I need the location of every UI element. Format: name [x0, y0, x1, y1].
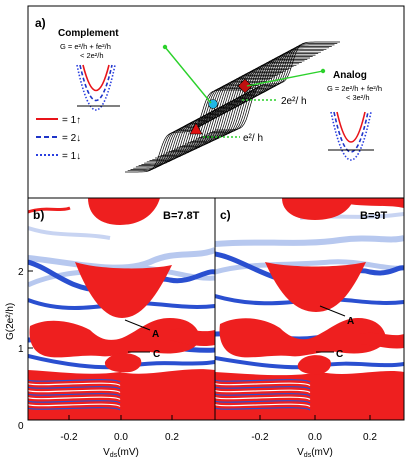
- panel-b-bottom-red: [28, 369, 215, 420]
- fringe-stripe: [215, 386, 311, 390]
- x-tick-c-neg: -0.2: [251, 432, 269, 443]
- x-axis-label-b: Vds(mV): [103, 447, 139, 459]
- panel-b-point-C: C: [153, 349, 160, 360]
- fringe-stripe: [28, 396, 121, 401]
- fringe-stripe: [215, 393, 311, 397]
- panel-c-C-blob: [297, 355, 331, 375]
- fringe-stripe: [28, 386, 121, 390]
- y-tick-1: 1: [18, 344, 24, 355]
- red-diamond-marker: [237, 78, 253, 94]
- x-tick-c-zero: 0.0: [308, 432, 322, 443]
- panel-c: c) B=9T A C: [214, 197, 405, 421]
- complement-pointer-dot: [162, 44, 168, 50]
- panel-c-label: c): [220, 208, 231, 222]
- panel-c-point-C: C: [336, 349, 343, 360]
- legend-text-down2: = 2↓: [62, 133, 81, 144]
- fringe-stripe: [215, 379, 311, 383]
- panel-c-upper-blob: [265, 262, 366, 312]
- analog-band-diagram: [328, 111, 374, 161]
- panel-b-top-blob: [88, 198, 160, 225]
- panel-c-top-blob: [282, 198, 354, 220]
- fringe-stripe: [215, 389, 311, 394]
- fringe-stripe: [28, 382, 121, 387]
- fringe-stripe: [215, 382, 311, 387]
- fringe-stripe: [28, 400, 121, 404]
- waterfall-trace: [209, 44, 335, 133]
- legend-text-down1: = 1↓: [62, 151, 81, 162]
- analog-bound: < 3e²/h: [346, 93, 370, 102]
- panel-b-stripes: [28, 379, 121, 411]
- panel-b-A-blob: [29, 318, 200, 358]
- panel-a-label: a): [35, 16, 46, 30]
- fringe-stripe: [28, 379, 121, 383]
- complement-bound: < 2e²/h: [80, 51, 104, 60]
- complement-band-diagram: [76, 64, 120, 111]
- complement-title: Complement: [58, 28, 119, 39]
- fringe-stripe: [28, 393, 121, 397]
- panel-c-point-A: A: [347, 316, 354, 327]
- x-tick-b-zero: 0.0: [114, 432, 128, 443]
- fringe-stripe: [28, 389, 121, 394]
- waterfall-trace: [193, 53, 319, 141]
- red-triangle-marker: [189, 122, 203, 135]
- y-tick-2: 2: [18, 267, 24, 278]
- panel-c-frame: [214, 197, 405, 421]
- analog-pointer-dot: [320, 68, 326, 74]
- fringe-stripe: [215, 396, 311, 401]
- x-axis-b: -0.2 0.0 0.2 Vds(mV): [60, 415, 179, 459]
- panel-a: a) Complement G = e²/h + fe²/h < 2e²/h =…: [27, 5, 405, 199]
- waterfall-trace: [201, 48, 327, 137]
- panel-b-label: b): [33, 208, 44, 222]
- panel-b-field: B=7.8T: [163, 210, 200, 222]
- x-axis-label-c: Vds(mV): [297, 447, 333, 459]
- x-axis-c: -0.2 0.0 0.2 Vds(mV): [251, 415, 377, 459]
- spin-legend: = 1↑ = 2↓ = 1↓: [36, 115, 81, 162]
- waterfall-trace: [195, 51, 321, 140]
- x-tick-b-neg: -0.2: [60, 432, 78, 443]
- panel-b: b) B=7.8T A C: [27, 197, 216, 421]
- y-axis-label: G(2e²/h): [5, 303, 16, 340]
- plateau-2-label: 2e²/ h: [281, 96, 307, 107]
- panel-b-upper-blob: [75, 262, 172, 318]
- fringe-stripe: [215, 403, 311, 408]
- fringe-stripe: [28, 407, 121, 411]
- fringe-stripe: [215, 407, 311, 411]
- complement-equation: G = e²/h + fe²/h: [60, 42, 111, 51]
- fringe-stripe: [28, 403, 121, 408]
- analog-pointer: [246, 70, 324, 87]
- panel-c-stripes: [215, 379, 311, 411]
- x-tick-c-pos: 0.2: [363, 432, 377, 443]
- analog-equation: G = 2e²/h + fe²/h: [327, 84, 382, 93]
- complement-pointer: [164, 46, 212, 104]
- waterfall-trace: [206, 46, 332, 135]
- legend-text-up1: = 1↑: [62, 115, 81, 126]
- y-axis: G(2e²/h) 2 1 0: [5, 267, 33, 432]
- panel-c-A-blob: [219, 318, 386, 358]
- fringe-stripe: [215, 400, 311, 404]
- panel-c-field: B=9T: [360, 210, 387, 222]
- panel-b-C-blob: [104, 353, 142, 373]
- x-tick-b-pos: 0.2: [165, 432, 179, 443]
- panel-b-point-A: A: [152, 329, 159, 340]
- analog-title: Analog: [333, 70, 367, 81]
- y-tick-0: 0: [18, 421, 24, 432]
- plateau-1-label: e²/ h: [243, 133, 263, 144]
- waterfall-trace: [215, 41, 340, 131]
- waterfall-trace: [204, 47, 330, 136]
- waterfall-trace: [212, 43, 338, 132]
